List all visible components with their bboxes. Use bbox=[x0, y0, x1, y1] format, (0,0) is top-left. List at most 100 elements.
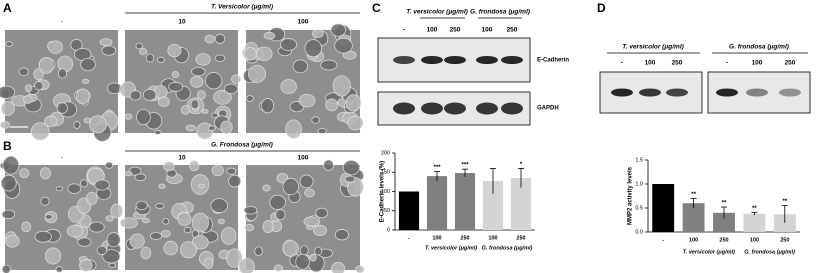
control-label: - bbox=[61, 20, 63, 26]
cell bbox=[124, 170, 133, 177]
cell bbox=[220, 120, 233, 135]
cell bbox=[157, 56, 165, 64]
cell bbox=[34, 81, 44, 91]
cell bbox=[228, 174, 242, 188]
cell bbox=[39, 167, 51, 180]
cell bbox=[85, 191, 98, 206]
error-bar bbox=[690, 197, 697, 208]
band bbox=[746, 88, 768, 97]
lane-label: - bbox=[726, 60, 728, 67]
x-tick-label: - bbox=[408, 235, 410, 241]
panel-letter: D bbox=[597, 1, 606, 15]
cell bbox=[303, 216, 319, 227]
band bbox=[421, 56, 443, 64]
cell bbox=[136, 109, 151, 126]
band bbox=[444, 56, 466, 64]
cell bbox=[163, 161, 175, 172]
cell bbox=[43, 115, 58, 127]
dose-label: 10 bbox=[178, 155, 186, 162]
cell bbox=[243, 205, 258, 215]
cell bbox=[38, 56, 54, 74]
panel-letter: B bbox=[3, 139, 12, 153]
cell bbox=[57, 68, 68, 79]
cell bbox=[304, 39, 322, 58]
cell bbox=[247, 64, 267, 83]
cell bbox=[342, 159, 360, 176]
cell bbox=[332, 75, 351, 97]
y-tick-label: 150 bbox=[381, 170, 390, 176]
panel-header: T. Versicolor (μg/ml) bbox=[211, 4, 273, 11]
significance: ** bbox=[722, 201, 727, 207]
cell bbox=[140, 246, 152, 260]
bar bbox=[482, 181, 504, 230]
cell bbox=[285, 119, 302, 139]
cell bbox=[24, 84, 33, 93]
significance: ** bbox=[782, 199, 787, 205]
blot-header: T. versicolor (μg/ml) bbox=[622, 44, 684, 51]
cell bbox=[55, 186, 64, 192]
cell bbox=[211, 164, 224, 177]
y-tick-label: 100 bbox=[381, 189, 390, 195]
lane-label: - bbox=[403, 27, 405, 34]
y-tick-label: 1.0 bbox=[635, 181, 643, 187]
significance: * bbox=[520, 162, 523, 168]
cell bbox=[317, 128, 327, 134]
cell bbox=[89, 115, 107, 134]
band bbox=[501, 56, 523, 64]
cell bbox=[48, 40, 63, 54]
cell bbox=[99, 38, 113, 47]
cell bbox=[0, 101, 15, 116]
lane-label: 250 bbox=[672, 60, 683, 67]
cell bbox=[201, 109, 209, 114]
y-axis-label: E-Cadherin levels (%) bbox=[380, 161, 386, 222]
lane-label: 250 bbox=[450, 27, 461, 34]
cell bbox=[129, 233, 145, 249]
control-label: - bbox=[61, 156, 63, 162]
cell bbox=[30, 122, 50, 141]
cell bbox=[231, 74, 242, 84]
blot-header: G. frondosa (μg/ml) bbox=[470, 9, 530, 16]
cell bbox=[1, 209, 16, 220]
cell bbox=[269, 194, 286, 210]
cell bbox=[210, 198, 229, 213]
cell bbox=[5, 41, 14, 47]
cell bbox=[82, 78, 90, 84]
cell bbox=[34, 230, 52, 243]
cell bbox=[191, 66, 206, 77]
cell bbox=[155, 203, 165, 209]
cell bbox=[183, 226, 192, 234]
group-label: T. versicolor (μg/ml) bbox=[425, 245, 477, 251]
bar bbox=[652, 184, 675, 232]
cell bbox=[149, 232, 163, 240]
cell bbox=[104, 161, 114, 169]
cell bbox=[355, 265, 365, 273]
band bbox=[393, 102, 415, 115]
y-tick-label: 50 bbox=[384, 208, 390, 214]
cell bbox=[214, 33, 226, 44]
cell bbox=[94, 179, 110, 191]
cell bbox=[299, 174, 314, 189]
x-tick-label: 250 bbox=[516, 235, 525, 241]
cell bbox=[347, 115, 364, 131]
cell bbox=[345, 94, 362, 112]
significance: *** bbox=[433, 165, 441, 171]
cell bbox=[77, 237, 92, 247]
cell bbox=[262, 220, 274, 233]
band bbox=[444, 102, 466, 115]
cell bbox=[197, 183, 205, 189]
cell bbox=[292, 59, 309, 74]
cell bbox=[158, 183, 166, 189]
cell bbox=[280, 79, 297, 95]
cell bbox=[330, 23, 347, 37]
cell bbox=[188, 160, 200, 172]
y-tick-label: 1.5 bbox=[635, 157, 643, 163]
cell bbox=[88, 221, 105, 233]
bar bbox=[743, 213, 766, 232]
cell bbox=[197, 90, 206, 101]
error-bar bbox=[781, 205, 788, 223]
cell bbox=[203, 257, 214, 269]
bar bbox=[773, 214, 796, 232]
cell bbox=[139, 48, 148, 55]
cell bbox=[79, 179, 89, 188]
cell bbox=[179, 241, 198, 259]
